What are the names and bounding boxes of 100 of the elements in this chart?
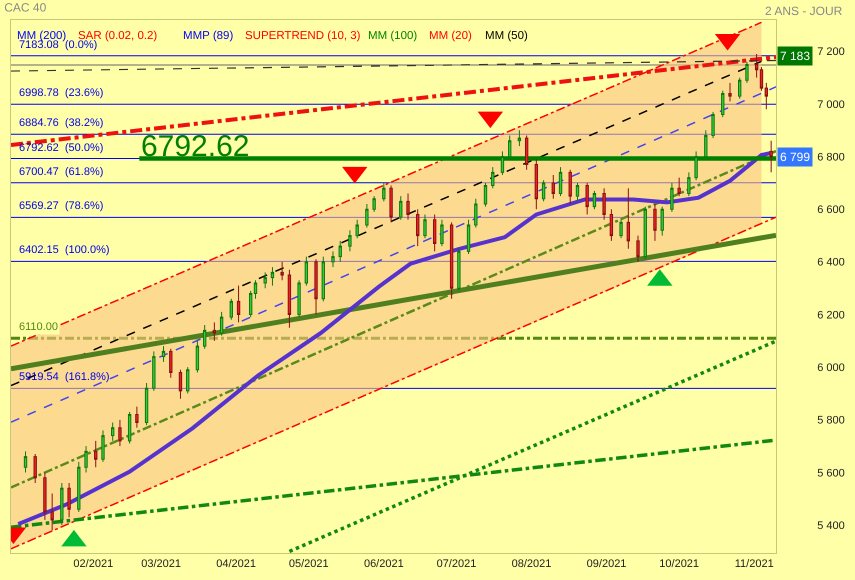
candlestick	[24, 450, 28, 473]
candlestick	[372, 196, 376, 212]
candlestick	[524, 135, 528, 170]
candlestick	[144, 382, 148, 426]
x-tick-label: 08/2021	[512, 558, 552, 570]
candlestick	[416, 208, 420, 247]
y-tick-label: 5 600	[817, 467, 845, 480]
annotation: MM (100)	[368, 30, 418, 42]
ref-line-label: 6110.00	[19, 321, 58, 333]
x-tick-label: 09/2021	[586, 558, 626, 570]
text: 2 ANS - JOUR	[765, 4, 843, 18]
candlestick	[568, 169, 572, 204]
candlestick	[110, 422, 114, 442]
candlestick	[135, 406, 139, 428]
candlestick	[738, 77, 742, 100]
candlestick	[602, 188, 606, 220]
candlestick	[432, 214, 436, 252]
candlestick	[677, 177, 681, 197]
annotation: MM (50)	[485, 30, 528, 42]
ref-line-label: 6998.78 (23.6%)	[19, 87, 104, 99]
candlestick	[440, 219, 444, 247]
x-tick-label: 10/2021	[659, 558, 700, 570]
candlestick	[389, 185, 393, 223]
candlestick	[745, 61, 749, 84]
y-tick-label: 6 200	[817, 309, 845, 322]
candlestick	[365, 203, 369, 228]
candlestick	[101, 430, 105, 462]
candlestick	[399, 196, 402, 220]
y-tick-label: 7 200	[817, 46, 845, 58]
ref-line-label: 6700.47 (61.8%)	[19, 166, 104, 178]
candlestick	[178, 369, 182, 400]
candlestick	[338, 240, 342, 262]
x-tick-label: 02/2021	[73, 558, 114, 570]
candlestick	[220, 311, 224, 336]
candlestick	[670, 182, 674, 212]
candlestick	[230, 298, 233, 320]
y-tick-label: 6 000	[817, 362, 845, 374]
candlestick	[687, 172, 691, 197]
candlestick	[212, 322, 216, 342]
candlestick	[280, 261, 284, 281]
candlestick	[169, 348, 172, 378]
candlestick	[406, 192, 410, 220]
candlestick	[128, 411, 132, 444]
candlestick	[592, 190, 596, 210]
annotation: MM (20)	[429, 30, 472, 42]
candlestick	[196, 340, 200, 373]
ref-line-label: 6569.27 (78.6%)	[19, 200, 104, 212]
y-tick-label: 5 400	[817, 520, 845, 532]
candlestick	[508, 135, 512, 160]
candlestick	[518, 130, 522, 147]
candlestick	[118, 419, 122, 447]
candlestick	[552, 174, 555, 200]
candlestick	[500, 150, 504, 176]
candlestick	[576, 182, 580, 202]
candlestick	[769, 140, 773, 173]
candlestick	[84, 446, 88, 473]
candlestick	[466, 219, 470, 254]
candlestick	[644, 206, 647, 260]
ref-line-label: 6884.76 (38.2%)	[19, 117, 104, 129]
candlestick	[304, 256, 308, 286]
candlestick	[636, 235, 640, 262]
candlestick	[270, 266, 274, 286]
candlestick	[202, 324, 206, 350]
candlestick	[491, 166, 494, 189]
candlestick	[288, 269, 292, 328]
candlestick	[457, 248, 461, 292]
x-tick-label: 06/2021	[364, 558, 404, 570]
y-tick-label: 6 600	[817, 204, 845, 216]
candlestick	[619, 219, 623, 239]
x-tick-label: 04/2021	[216, 558, 256, 570]
candlestick	[34, 454, 37, 484]
chart-title: CAC 40	[4, 0, 47, 14]
candlestick	[721, 90, 724, 118]
candlestick	[236, 285, 240, 323]
candlestick	[585, 182, 589, 216]
candlestick	[711, 111, 715, 139]
annotation: 7 183	[780, 49, 810, 63]
annotation: 6792.62	[141, 130, 250, 163]
candlestick	[264, 272, 267, 289]
x-tick-label: 03/2021	[141, 558, 181, 570]
candlestick	[558, 166, 562, 197]
x-tick-label: 05/2021	[288, 558, 329, 570]
y-tick-label: 6 400	[817, 256, 845, 269]
candlestick	[423, 214, 427, 239]
candlestick	[450, 222, 454, 300]
candlestick	[314, 258, 318, 316]
candlestick	[162, 346, 166, 362]
candlestick	[186, 366, 190, 394]
x-tick-label: 07/2021	[436, 558, 476, 570]
candlestick	[43, 472, 47, 520]
candlestick	[728, 82, 732, 102]
y-tick-label: 7 000	[817, 98, 845, 111]
ref-line-label: 6402.15 (100.0%)	[19, 244, 110, 256]
candlestick	[67, 482, 71, 518]
candlestick	[356, 219, 359, 239]
x-tick-label: 11/2021	[734, 558, 774, 570]
candlestick	[322, 256, 325, 302]
candlestick	[653, 203, 657, 242]
candlestick	[626, 188, 630, 250]
candlestick	[331, 250, 335, 268]
